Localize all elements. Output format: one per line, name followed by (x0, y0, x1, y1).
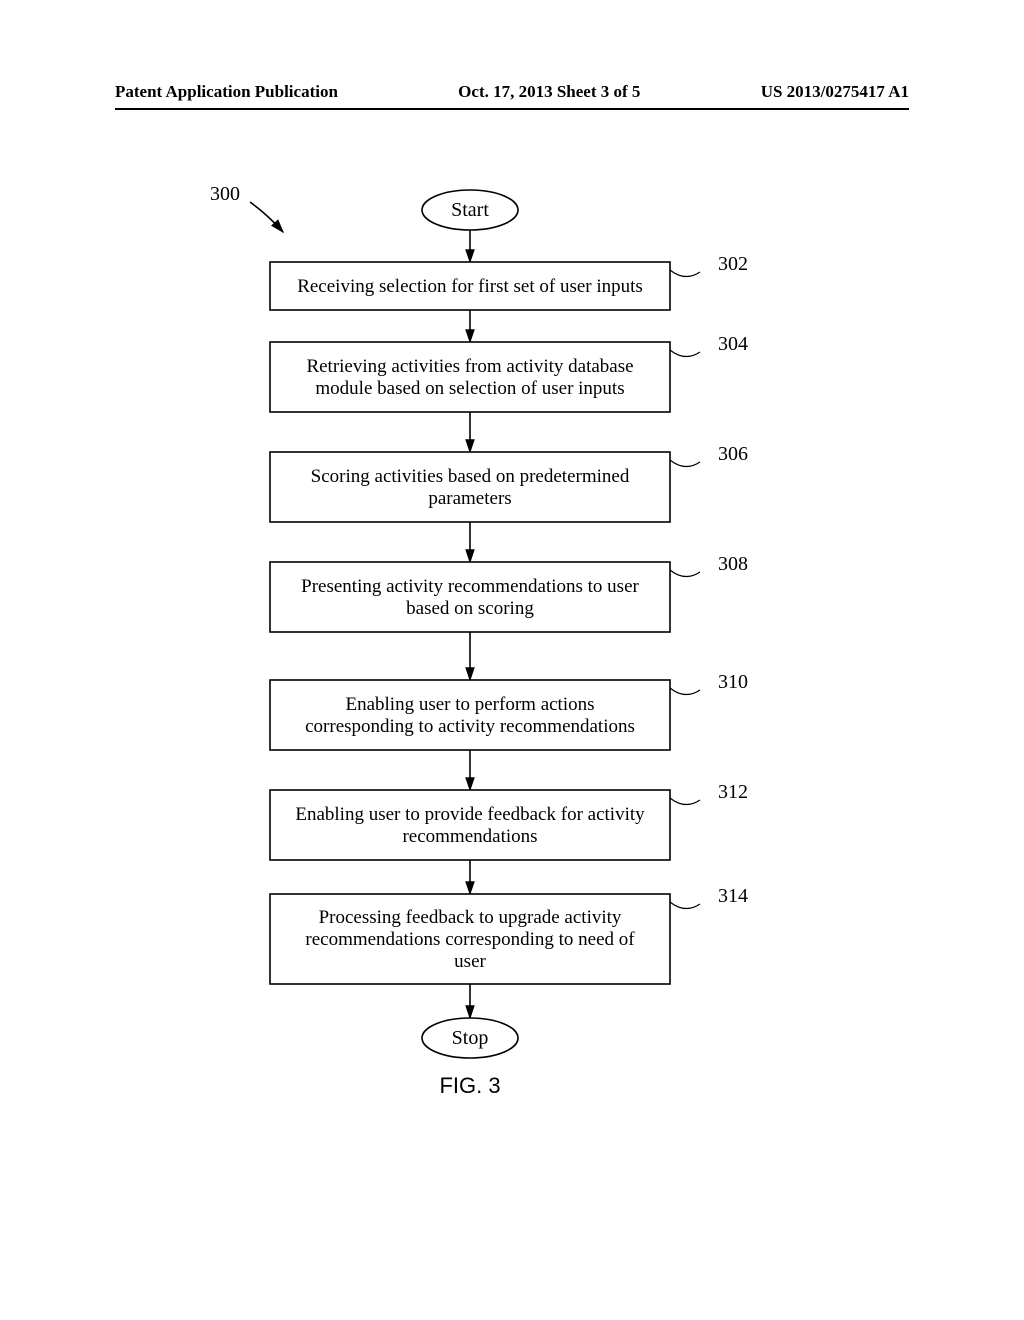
step-box-306 (270, 452, 670, 522)
step-text-310-0: Enabling user to perform actions (345, 694, 594, 715)
figure-label: FIG. 3 (439, 1073, 500, 1098)
terminal-stop-label: Stop (452, 1027, 489, 1049)
step-text-310-1: corresponding to activity recommendation… (305, 716, 635, 737)
header-center: Oct. 17, 2013 Sheet 3 of 5 (458, 82, 640, 102)
ref-label-304: 304 (718, 333, 748, 355)
ref-label-302: 302 (718, 253, 748, 275)
ref-lead-306 (670, 460, 700, 467)
ref-lead-304 (670, 350, 700, 357)
header-right: US 2013/0275417 A1 (761, 82, 909, 102)
ref-overall-pointer (250, 202, 283, 232)
ref-overall-label: 300 (210, 183, 240, 205)
step-box-312 (270, 790, 670, 860)
ref-lead-310 (670, 688, 700, 695)
step-text-314-2: user (454, 951, 486, 972)
page-header: Patent Application Publication Oct. 17, … (115, 82, 909, 110)
ref-lead-302 (670, 270, 700, 277)
step-text-312-0: Enabling user to provide feedback for ac… (295, 804, 645, 825)
ref-lead-308 (670, 570, 700, 577)
ref-lead-312 (670, 798, 700, 805)
step-text-306-1: parameters (428, 488, 511, 509)
step-text-312-1: recommendations (402, 826, 537, 847)
step-text-314-0: Processing feedback to upgrade activity (319, 907, 622, 928)
ref-lead-314 (670, 902, 700, 909)
header-left: Patent Application Publication (115, 82, 338, 102)
terminal-start-label: Start (451, 199, 489, 221)
ref-label-308: 308 (718, 553, 748, 575)
step-text-302-0: Receiving selection for first set of use… (297, 276, 643, 297)
flowchart-container: Start 300 Receiving selection for first se… (0, 160, 1024, 1260)
ref-label-312: 312 (718, 781, 748, 803)
flowchart-svg: Start 300 Receiving selection for first se… (0, 160, 1024, 1260)
step-text-308-0: Presenting activity recommendations to u… (301, 576, 639, 597)
page: Patent Application Publication Oct. 17, … (0, 0, 1024, 1320)
ref-label-314: 314 (718, 885, 748, 907)
step-box-308 (270, 562, 670, 632)
ref-label-306: 306 (718, 443, 748, 465)
step-box-304 (270, 342, 670, 412)
step-text-306-0: Scoring activities based on predetermine… (311, 466, 630, 487)
step-text-304-0: Retrieving activities from activity data… (306, 356, 633, 377)
step-text-304-1: module based on selection of user inputs (315, 378, 624, 399)
step-box-310 (270, 680, 670, 750)
step-text-308-1: based on scoring (406, 598, 534, 619)
ref-label-310: 310 (718, 671, 748, 693)
step-text-314-1: recommendations corresponding to need of (305, 929, 635, 950)
